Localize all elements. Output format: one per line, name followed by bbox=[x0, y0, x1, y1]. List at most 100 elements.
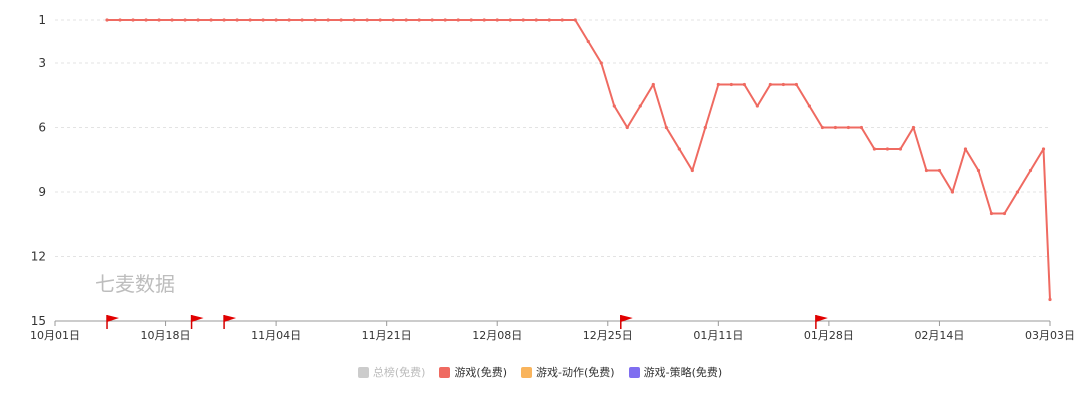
data-point[interactable] bbox=[937, 168, 942, 173]
data-point[interactable] bbox=[495, 18, 499, 22]
data-point[interactable] bbox=[989, 211, 994, 216]
y-tick-label: 12 bbox=[31, 250, 46, 264]
flag-markers[interactable] bbox=[106, 315, 828, 329]
data-point[interactable] bbox=[417, 18, 421, 22]
x-tick-label: 12月25日 bbox=[583, 329, 633, 342]
data-point[interactable] bbox=[612, 104, 616, 108]
data-point[interactable] bbox=[482, 18, 486, 22]
data-point[interactable] bbox=[287, 18, 291, 22]
data-point[interactable] bbox=[781, 82, 785, 87]
data-point[interactable] bbox=[209, 18, 213, 22]
legend-label: 总榜(免费) bbox=[372, 366, 426, 379]
data-point[interactable] bbox=[443, 18, 447, 22]
data-point[interactable] bbox=[924, 168, 929, 173]
data-point[interactable] bbox=[742, 82, 746, 87]
data-point[interactable] bbox=[1048, 297, 1052, 302]
data-point[interactable] bbox=[560, 18, 564, 22]
data-point[interactable] bbox=[521, 18, 525, 22]
data-point[interactable] bbox=[872, 147, 877, 151]
data-point[interactable] bbox=[625, 125, 629, 130]
data-point[interactable] bbox=[105, 18, 109, 22]
data-point[interactable] bbox=[911, 125, 916, 130]
data-point[interactable] bbox=[794, 82, 798, 87]
data-point[interactable] bbox=[1028, 168, 1033, 173]
data-point[interactable] bbox=[118, 18, 122, 22]
legend-item[interactable]: 游戏(免费) bbox=[439, 364, 507, 380]
data-point[interactable] bbox=[456, 18, 460, 22]
data-point[interactable] bbox=[352, 18, 356, 22]
data-point[interactable] bbox=[508, 18, 512, 22]
legend-label: 游戏(免费) bbox=[454, 366, 508, 379]
data-point[interactable] bbox=[547, 18, 551, 22]
data-point[interactable] bbox=[378, 18, 382, 22]
data-point[interactable] bbox=[690, 168, 694, 173]
y-tick-label: 1 bbox=[38, 13, 46, 27]
y-tick-label: 9 bbox=[38, 185, 46, 199]
flag-icon[interactable] bbox=[190, 315, 204, 329]
data-point[interactable] bbox=[729, 82, 733, 87]
series-group bbox=[105, 18, 1052, 302]
x-tick-label: 12月08日 bbox=[472, 329, 522, 342]
legend-swatch bbox=[357, 366, 369, 378]
data-point[interactable] bbox=[313, 18, 317, 22]
flag-icon[interactable] bbox=[815, 315, 828, 329]
data-point[interactable] bbox=[326, 18, 330, 22]
x-tick-label: 02月14日 bbox=[914, 329, 964, 342]
data-point[interactable] bbox=[274, 18, 278, 22]
flag-icon[interactable] bbox=[223, 315, 237, 329]
data-point[interactable] bbox=[534, 18, 538, 22]
data-point[interactable] bbox=[248, 18, 252, 22]
data-point[interactable] bbox=[573, 18, 577, 22]
data-point[interactable] bbox=[404, 18, 408, 22]
data-point[interactable] bbox=[768, 82, 772, 87]
flag-icon[interactable] bbox=[620, 315, 633, 329]
data-point[interactable] bbox=[1002, 211, 1007, 216]
data-point[interactable] bbox=[677, 147, 681, 151]
data-point[interactable] bbox=[196, 18, 200, 22]
data-point[interactable] bbox=[898, 147, 903, 151]
data-point[interactable] bbox=[820, 125, 824, 130]
data-point[interactable] bbox=[235, 18, 239, 22]
data-point[interactable] bbox=[963, 147, 968, 151]
data-point[interactable] bbox=[391, 18, 395, 22]
data-point[interactable] bbox=[1041, 147, 1046, 151]
data-point[interactable] bbox=[157, 18, 161, 22]
legend-item[interactable]: 游戏-策略(免费) bbox=[628, 364, 722, 380]
data-point[interactable] bbox=[170, 18, 174, 22]
data-point[interactable] bbox=[261, 18, 265, 22]
data-point[interactable] bbox=[638, 104, 642, 108]
data-point[interactable] bbox=[976, 168, 981, 173]
grid-lines bbox=[55, 19, 1050, 257]
x-tick-label: 11月04日 bbox=[251, 329, 301, 342]
data-point[interactable] bbox=[703, 125, 707, 130]
data-point[interactable] bbox=[144, 18, 148, 22]
data-point[interactable] bbox=[716, 82, 720, 87]
data-point[interactable] bbox=[183, 18, 187, 22]
data-point[interactable] bbox=[339, 18, 343, 22]
data-point[interactable] bbox=[1015, 190, 1020, 194]
data-point[interactable] bbox=[222, 18, 226, 22]
legend-item[interactable]: 游戏-动作(免费) bbox=[521, 364, 615, 380]
data-point[interactable] bbox=[833, 125, 837, 130]
data-point[interactable] bbox=[300, 18, 304, 22]
data-point[interactable] bbox=[950, 190, 955, 194]
data-point[interactable] bbox=[664, 125, 668, 130]
data-point[interactable] bbox=[651, 82, 655, 87]
legend: 总榜(免费) 游戏(免费) 游戏-动作(免费) 游戏-策略(免费) bbox=[0, 364, 1080, 380]
data-point[interactable] bbox=[469, 18, 473, 22]
data-point[interactable] bbox=[755, 104, 759, 108]
data-point[interactable] bbox=[846, 125, 850, 130]
data-point[interactable] bbox=[430, 18, 434, 22]
data-point[interactable] bbox=[599, 61, 603, 65]
data-point[interactable] bbox=[586, 39, 590, 44]
data-point[interactable] bbox=[859, 125, 864, 130]
data-point[interactable] bbox=[885, 147, 890, 151]
legend-label: 游戏-动作(免费) bbox=[536, 366, 615, 379]
flag-icon[interactable] bbox=[106, 315, 120, 329]
data-point[interactable] bbox=[131, 18, 135, 22]
legend-item[interactable]: 总榜(免费) bbox=[357, 364, 426, 380]
data-point[interactable] bbox=[365, 18, 369, 22]
data-point[interactable] bbox=[807, 104, 811, 108]
y-tick-label: 3 bbox=[38, 56, 46, 70]
